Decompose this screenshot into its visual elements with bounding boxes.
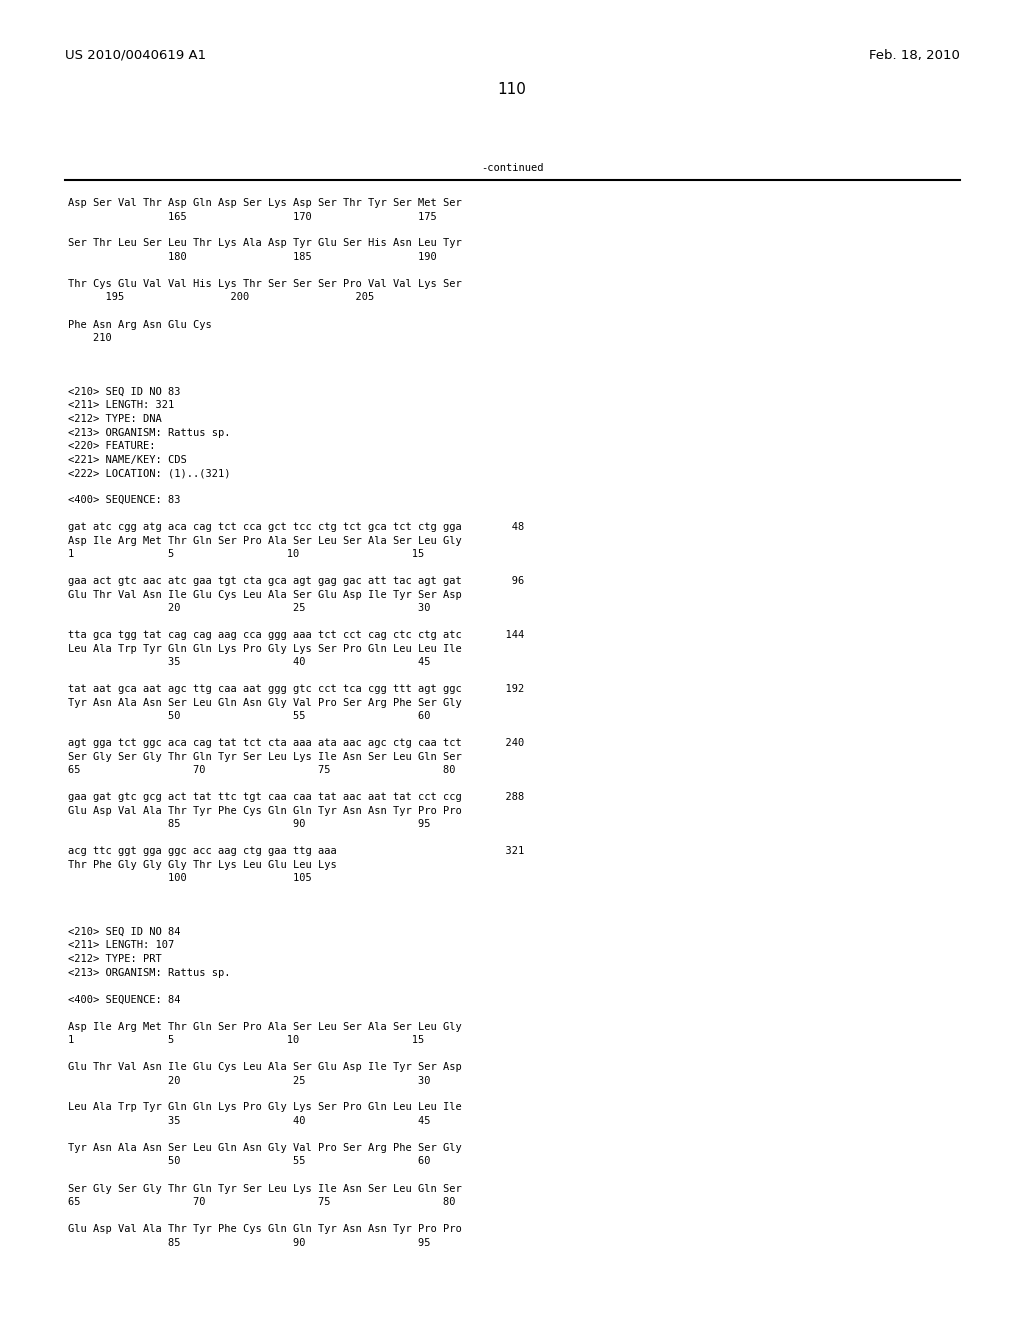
Text: <221> NAME/KEY: CDS: <221> NAME/KEY: CDS [68, 454, 186, 465]
Text: tat aat gca aat agc ttg caa aat ggg gtc cct tca cgg ttt agt ggc       192: tat aat gca aat agc ttg caa aat ggg gtc … [68, 684, 524, 694]
Text: <211> LENGTH: 107: <211> LENGTH: 107 [68, 940, 174, 950]
Text: Thr Phe Gly Gly Gly Thr Lys Leu Glu Leu Lys: Thr Phe Gly Gly Gly Thr Lys Leu Glu Leu … [68, 859, 337, 870]
Text: Leu Ala Trp Tyr Gln Gln Lys Pro Gly Lys Ser Pro Gln Leu Leu Ile: Leu Ala Trp Tyr Gln Gln Lys Pro Gly Lys … [68, 1102, 462, 1113]
Text: 50                  55                  60: 50 55 60 [68, 711, 430, 721]
Text: Ser Gly Ser Gly Thr Gln Tyr Ser Leu Lys Ile Asn Ser Leu Gln Ser: Ser Gly Ser Gly Thr Gln Tyr Ser Leu Lys … [68, 1184, 462, 1193]
Text: -continued: -continued [480, 162, 544, 173]
Text: <220> FEATURE:: <220> FEATURE: [68, 441, 156, 451]
Text: 20                  25                  30: 20 25 30 [68, 1076, 430, 1085]
Text: 35                  40                  45: 35 40 45 [68, 1115, 430, 1126]
Text: 65                  70                  75                  80: 65 70 75 80 [68, 1197, 456, 1206]
Text: 110: 110 [498, 82, 526, 98]
Text: 20                  25                  30: 20 25 30 [68, 603, 430, 612]
Text: <212> TYPE: PRT: <212> TYPE: PRT [68, 954, 162, 964]
Text: Tyr Asn Ala Asn Ser Leu Gln Asn Gly Val Pro Ser Arg Phe Ser Gly: Tyr Asn Ala Asn Ser Leu Gln Asn Gly Val … [68, 697, 462, 708]
Text: Feb. 18, 2010: Feb. 18, 2010 [869, 49, 961, 62]
Text: Phe Asn Arg Asn Glu Cys: Phe Asn Arg Asn Glu Cys [68, 319, 212, 330]
Text: 1               5                  10                  15: 1 5 10 15 [68, 549, 424, 558]
Text: 195                 200                 205: 195 200 205 [68, 293, 374, 302]
Text: Asp Ile Arg Met Thr Gln Ser Pro Ala Ser Leu Ser Ala Ser Leu Gly: Asp Ile Arg Met Thr Gln Ser Pro Ala Ser … [68, 536, 462, 545]
Text: Ser Thr Leu Ser Leu Thr Lys Ala Asp Tyr Glu Ser His Asn Leu Tyr: Ser Thr Leu Ser Leu Thr Lys Ala Asp Tyr … [68, 239, 462, 248]
Text: 50                  55                  60: 50 55 60 [68, 1156, 430, 1167]
Text: <210> SEQ ID NO 84: <210> SEQ ID NO 84 [68, 927, 180, 937]
Text: US 2010/0040619 A1: US 2010/0040619 A1 [65, 49, 206, 62]
Text: Glu Asp Val Ala Thr Tyr Phe Cys Gln Gln Tyr Asn Asn Tyr Pro Pro: Glu Asp Val Ala Thr Tyr Phe Cys Gln Gln … [68, 1224, 462, 1234]
Text: 180                 185                 190: 180 185 190 [68, 252, 437, 261]
Text: 210: 210 [68, 333, 112, 343]
Text: gat atc cgg atg aca cag tct cca gct tcc ctg tct gca tct ctg gga        48: gat atc cgg atg aca cag tct cca gct tcc … [68, 521, 524, 532]
Text: <211> LENGTH: 321: <211> LENGTH: 321 [68, 400, 174, 411]
Text: gaa act gtc aac atc gaa tgt cta gca agt gag gac att tac agt gat        96: gaa act gtc aac atc gaa tgt cta gca agt … [68, 576, 524, 586]
Text: <400> SEQUENCE: 83: <400> SEQUENCE: 83 [68, 495, 180, 506]
Text: <213> ORGANISM: Rattus sp.: <213> ORGANISM: Rattus sp. [68, 968, 230, 978]
Text: <212> TYPE: DNA: <212> TYPE: DNA [68, 414, 162, 424]
Text: Asp Ser Val Thr Asp Gln Asp Ser Lys Asp Ser Thr Tyr Ser Met Ser: Asp Ser Val Thr Asp Gln Asp Ser Lys Asp … [68, 198, 462, 209]
Text: agt gga tct ggc aca cag tat tct cta aaa ata aac agc ctg caa tct       240: agt gga tct ggc aca cag tat tct cta aaa … [68, 738, 524, 748]
Text: 1               5                  10                  15: 1 5 10 15 [68, 1035, 424, 1045]
Text: tta gca tgg tat cag cag aag cca ggg aaa tct cct cag ctc ctg atc       144: tta gca tgg tat cag cag aag cca ggg aaa … [68, 630, 524, 640]
Text: <210> SEQ ID NO 83: <210> SEQ ID NO 83 [68, 387, 180, 397]
Text: Leu Ala Trp Tyr Gln Gln Lys Pro Gly Lys Ser Pro Gln Leu Leu Ile: Leu Ala Trp Tyr Gln Gln Lys Pro Gly Lys … [68, 644, 462, 653]
Text: Tyr Asn Ala Asn Ser Leu Gln Asn Gly Val Pro Ser Arg Phe Ser Gly: Tyr Asn Ala Asn Ser Leu Gln Asn Gly Val … [68, 1143, 462, 1152]
Text: <222> LOCATION: (1)..(321): <222> LOCATION: (1)..(321) [68, 469, 230, 478]
Text: gaa gat gtc gcg act tat ttc tgt caa caa tat aac aat tat cct ccg       288: gaa gat gtc gcg act tat ttc tgt caa caa … [68, 792, 524, 803]
Text: 35                  40                  45: 35 40 45 [68, 657, 430, 667]
Text: acg ttc ggt gga ggc acc aag ctg gaa ttg aaa                           321: acg ttc ggt gga ggc acc aag ctg gaa ttg … [68, 846, 524, 855]
Text: 165                 170                 175: 165 170 175 [68, 211, 437, 222]
Text: 85                  90                  95: 85 90 95 [68, 818, 430, 829]
Text: <213> ORGANISM: Rattus sp.: <213> ORGANISM: Rattus sp. [68, 428, 230, 437]
Text: 85                  90                  95: 85 90 95 [68, 1238, 430, 1247]
Text: <400> SEQUENCE: 84: <400> SEQUENCE: 84 [68, 994, 180, 1005]
Text: 100                 105: 100 105 [68, 873, 311, 883]
Text: Glu Thr Val Asn Ile Glu Cys Leu Ala Ser Glu Asp Ile Tyr Ser Asp: Glu Thr Val Asn Ile Glu Cys Leu Ala Ser … [68, 590, 462, 599]
Text: 65                  70                  75                  80: 65 70 75 80 [68, 766, 456, 775]
Text: Glu Thr Val Asn Ile Glu Cys Leu Ala Ser Glu Asp Ile Tyr Ser Asp: Glu Thr Val Asn Ile Glu Cys Leu Ala Ser … [68, 1063, 462, 1072]
Text: Thr Cys Glu Val Val His Lys Thr Ser Ser Ser Pro Val Val Lys Ser: Thr Cys Glu Val Val His Lys Thr Ser Ser … [68, 279, 462, 289]
Text: Ser Gly Ser Gly Thr Gln Tyr Ser Leu Lys Ile Asn Ser Leu Gln Ser: Ser Gly Ser Gly Thr Gln Tyr Ser Leu Lys … [68, 751, 462, 762]
Text: Glu Asp Val Ala Thr Tyr Phe Cys Gln Gln Tyr Asn Asn Tyr Pro Pro: Glu Asp Val Ala Thr Tyr Phe Cys Gln Gln … [68, 805, 462, 816]
Text: Asp Ile Arg Met Thr Gln Ser Pro Ala Ser Leu Ser Ala Ser Leu Gly: Asp Ile Arg Met Thr Gln Ser Pro Ala Ser … [68, 1022, 462, 1031]
